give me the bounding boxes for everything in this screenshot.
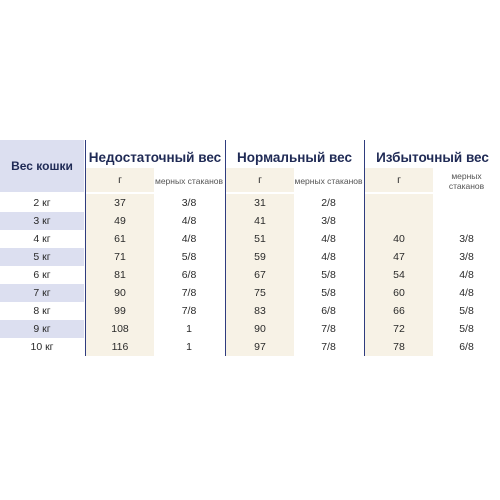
cups-cell: 6/8 — [433, 338, 500, 356]
cups-cell: 5/8 — [433, 320, 500, 338]
column-separator — [85, 140, 86, 356]
column-separator — [364, 140, 365, 356]
table-row: 5 кг 71 5/8 59 4/8 47 3/8 — [0, 248, 500, 266]
grams-cell: 75 — [226, 284, 294, 302]
group-header-underweight: Недостаточный вес — [88, 150, 222, 165]
weight-cell: 10 кг — [0, 338, 84, 356]
group-header-overweight: Избыточный вес — [376, 150, 489, 165]
weight-cell: 8 кг — [0, 302, 84, 320]
cups-cell: 2/8 — [294, 194, 363, 212]
weight-cell: 4 кг — [0, 230, 84, 248]
grams-cell: 61 — [86, 230, 154, 248]
table-row: 2 кг 37 3/8 31 2/8 — [0, 194, 500, 212]
grams-cell: 59 — [226, 248, 294, 266]
cups-cell: 7/8 — [294, 338, 363, 356]
cups-cell: 5/8 — [154, 248, 224, 266]
grams-cell: 60 — [365, 284, 433, 302]
grams-cell: 81 — [86, 266, 154, 284]
subheader-row: г мерных стаканов г мерных стаканов г ме… — [0, 168, 500, 192]
weight-cell: 2 кг — [0, 194, 84, 212]
group-header-normal: Нормальный вес — [237, 150, 352, 165]
grams-cell: 37 — [86, 194, 154, 212]
subheader-g: г — [365, 168, 433, 192]
weight-cell: 3 кг — [0, 212, 84, 230]
subheader-cups: мерных стаканов — [433, 168, 500, 192]
cups-cell: 3/8 — [433, 248, 500, 266]
cups-cell: 3/8 — [433, 230, 500, 248]
grams-cell: 78 — [365, 338, 433, 356]
grams-cell: 54 — [365, 266, 433, 284]
grams-cell: 31 — [226, 194, 294, 212]
subheader-cups: мерных стаканов — [154, 168, 224, 192]
column-separator — [225, 140, 226, 356]
cups-cell: 7/8 — [294, 320, 363, 338]
cups-cell: 4/8 — [433, 266, 500, 284]
cups-cell — [433, 194, 500, 212]
grams-cell: 47 — [365, 248, 433, 266]
grams-cell — [365, 212, 433, 230]
cups-cell: 3/8 — [294, 212, 363, 230]
weight-column-header: Вес кошки — [0, 140, 84, 192]
weight-cell: 5 кг — [0, 248, 84, 266]
cups-cell: 5/8 — [294, 284, 363, 302]
grams-cell: 116 — [86, 338, 154, 356]
cups-cell: 4/8 — [154, 212, 224, 230]
table-row: 7 кг 90 7/8 75 5/8 60 4/8 — [0, 284, 500, 302]
cups-cell: 4/8 — [294, 248, 363, 266]
subheader-g: г — [226, 168, 294, 192]
cups-cell: 3/8 — [154, 194, 224, 212]
grams-cell: 90 — [86, 284, 154, 302]
cups-cell: 7/8 — [154, 284, 224, 302]
cups-cell: 6/8 — [294, 302, 363, 320]
subheader-g: г — [86, 168, 154, 192]
table-row: 9 кг 108 1 90 7/8 72 5/8 — [0, 320, 500, 338]
cups-cell: 4/8 — [433, 284, 500, 302]
cups-cell: 4/8 — [154, 230, 224, 248]
grams-cell: 108 — [86, 320, 154, 338]
grams-cell: 66 — [365, 302, 433, 320]
table-row: 8 кг 99 7/8 83 6/8 66 5/8 — [0, 302, 500, 320]
grams-cell: 97 — [226, 338, 294, 356]
grams-cell: 51 — [226, 230, 294, 248]
cups-cell: 5/8 — [433, 302, 500, 320]
grams-cell: 90 — [226, 320, 294, 338]
weight-cell: 9 кг — [0, 320, 84, 338]
grams-cell: 83 — [226, 302, 294, 320]
table-row: 4 кг 61 4/8 51 4/8 40 3/8 — [0, 230, 500, 248]
grams-cell — [365, 194, 433, 212]
grams-cell: 99 — [86, 302, 154, 320]
subheader-cups: мерных стаканов — [294, 168, 363, 192]
cups-cell: 4/8 — [294, 230, 363, 248]
cups-cell — [433, 212, 500, 230]
grams-cell: 41 — [226, 212, 294, 230]
table-row: 6 кг 81 6/8 67 5/8 54 4/8 — [0, 266, 500, 284]
weight-cell: 7 кг — [0, 284, 84, 302]
grams-cell: 67 — [226, 266, 294, 284]
grams-cell: 72 — [365, 320, 433, 338]
table-row: 10 кг 116 1 97 7/8 78 6/8 — [0, 338, 500, 356]
cups-cell: 6/8 — [154, 266, 224, 284]
cups-cell: 5/8 — [294, 266, 363, 284]
cups-cell: 7/8 — [154, 302, 224, 320]
grams-cell: 49 — [86, 212, 154, 230]
grams-cell: 71 — [86, 248, 154, 266]
cups-cell: 1 — [154, 338, 224, 356]
grams-cell: 40 — [365, 230, 433, 248]
weight-cell: 6 кг — [0, 266, 84, 284]
table-row: 3 кг 49 4/8 41 3/8 — [0, 212, 500, 230]
cups-cell: 1 — [154, 320, 224, 338]
